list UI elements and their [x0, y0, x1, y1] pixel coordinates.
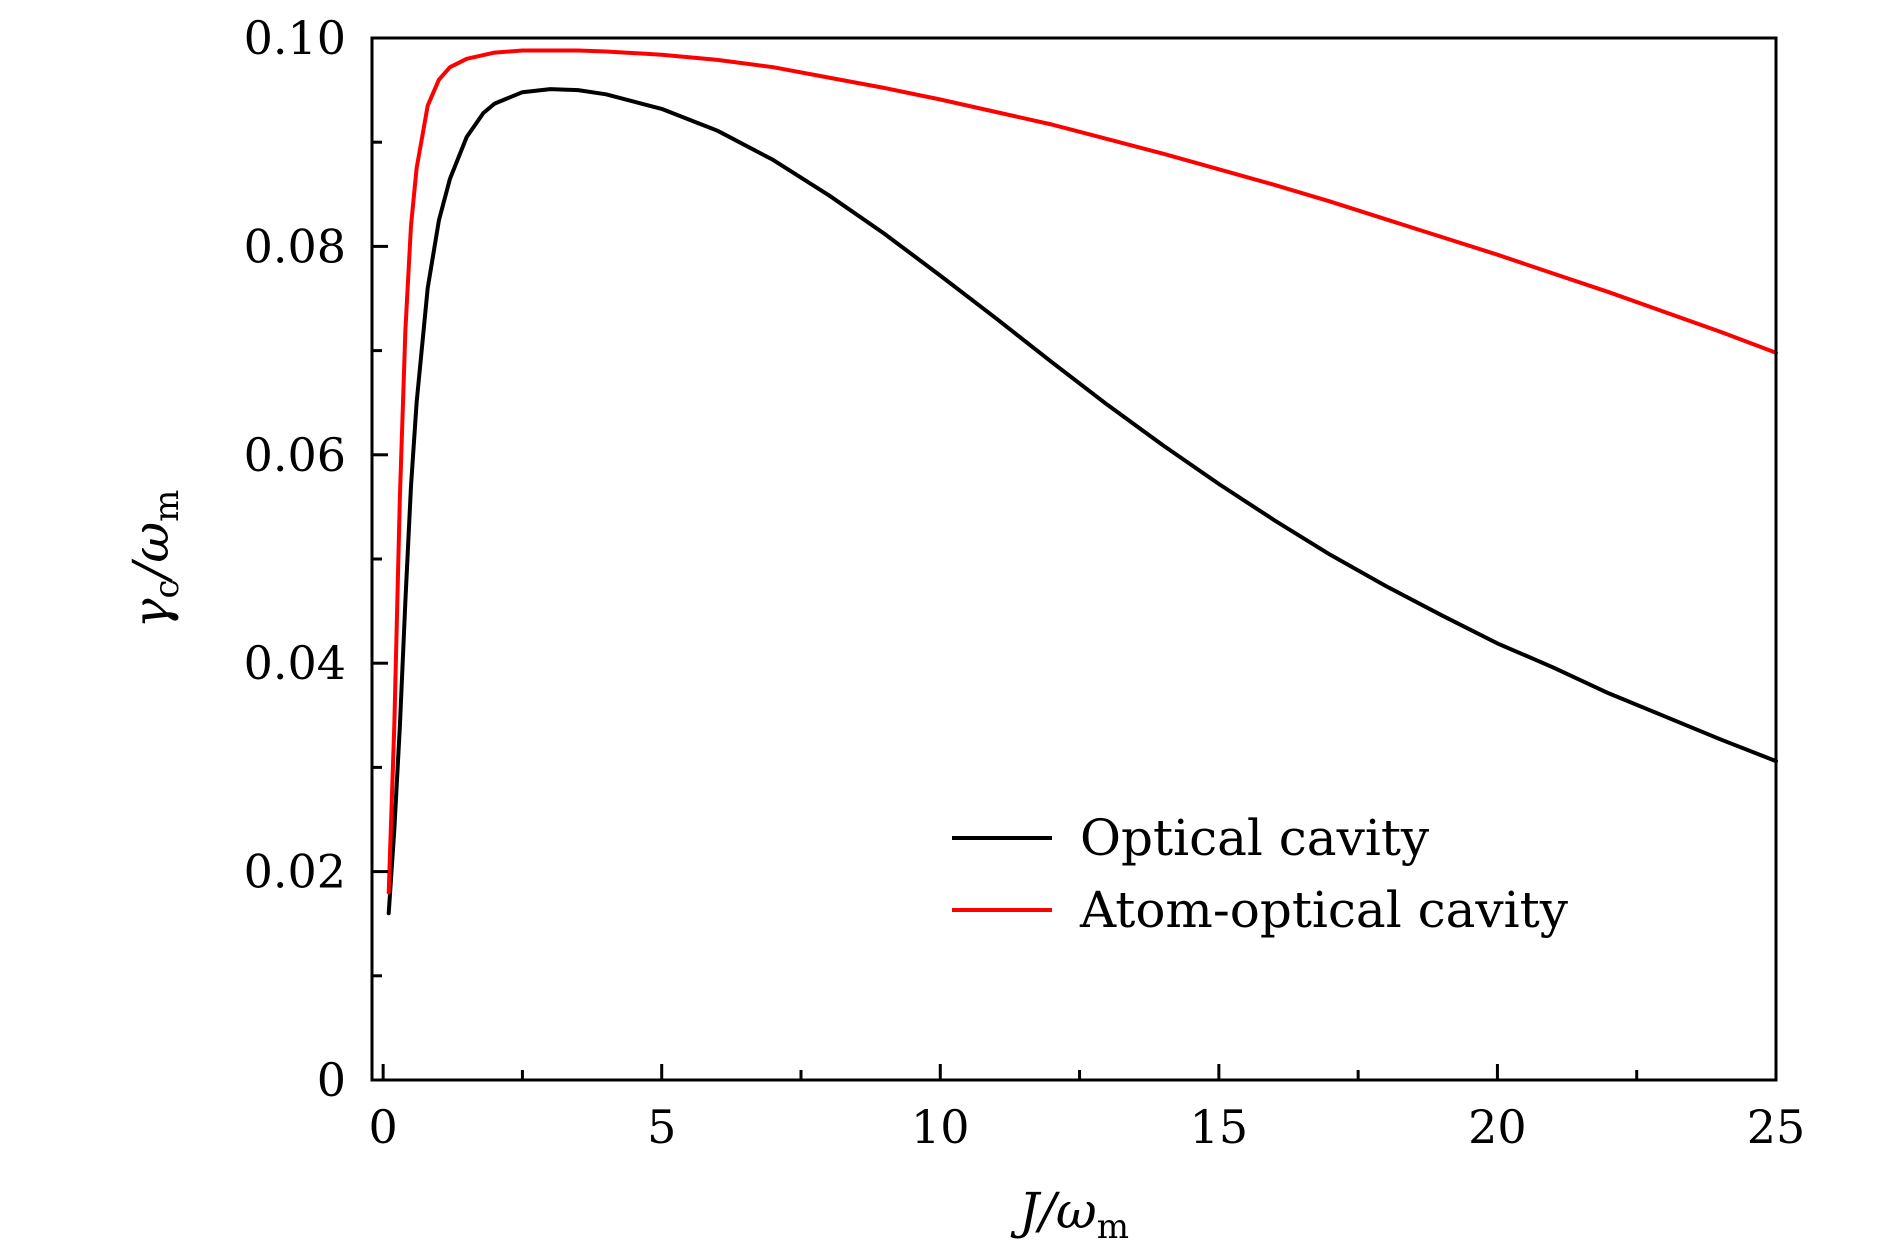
y-tick-label: 0.06	[244, 428, 346, 482]
y-axis-label-sub1: c	[147, 579, 187, 598]
legend-label-optical-cavity: Optical cavity	[1080, 809, 1430, 867]
x-axis-label-main: J/ω	[1010, 1182, 1097, 1240]
x-axis-label-sub: m	[1097, 1207, 1129, 1247]
y-tick-label: 0.10	[244, 11, 346, 65]
x-tick-label: 20	[1468, 1100, 1527, 1154]
ticks-layer: 0 5 10 15 20 25 0 0.02 0.04 0.06 0.08 0.10	[244, 11, 1806, 1154]
x-tick-label: 5	[647, 1100, 676, 1154]
series-layer	[386, 48, 1778, 916]
x-tick-label: 25	[1747, 1100, 1806, 1154]
legend: Optical cavity Atom-optical cavity	[952, 809, 1569, 939]
y-axis-label-mid: /ω	[122, 522, 180, 584]
y-tick-label: 0.04	[244, 636, 346, 690]
y-axis-label-main: γ	[122, 598, 180, 628]
series-line-atom-optical-cavity	[386, 48, 1778, 895]
plot-frame	[370, 36, 1778, 1082]
y-tick-label: 0.08	[244, 219, 346, 273]
y-axis-label: γc/ωm	[122, 490, 187, 629]
y-tick-label: 0.02	[244, 845, 346, 899]
y-axis-label-sub2: m	[147, 490, 187, 522]
x-tick-label: 10	[911, 1100, 970, 1154]
series-line-optical-cavity	[386, 87, 1778, 916]
x-tick-label: 0	[369, 1100, 398, 1154]
x-axis-label: J/ωm	[1010, 1182, 1129, 1247]
x-tick-label: 15	[1190, 1100, 1249, 1154]
y-tick-label: 0	[317, 1053, 346, 1107]
legend-label-atom-optical-cavity: Atom-optical cavity	[1079, 881, 1569, 939]
